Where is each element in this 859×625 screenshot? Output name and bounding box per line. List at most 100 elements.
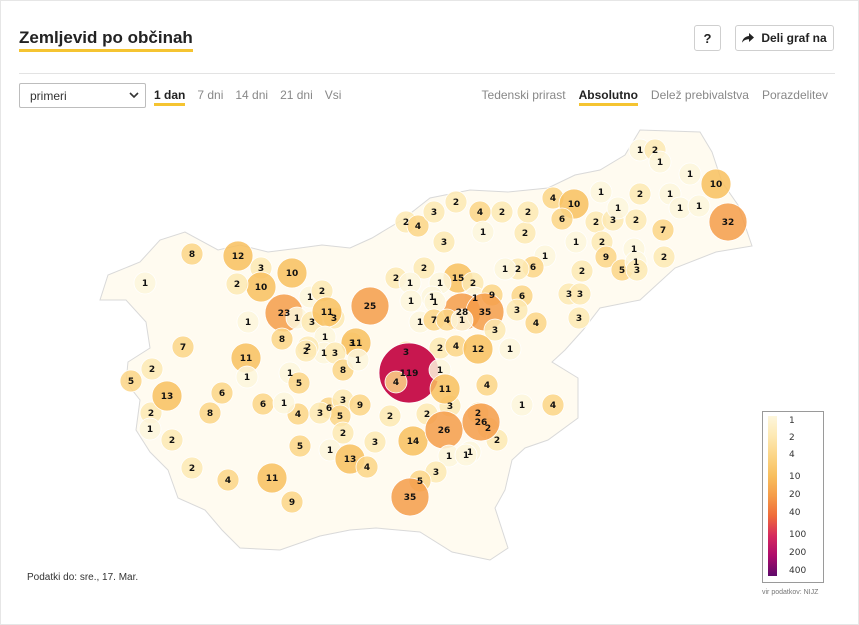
municipality-region[interactable]: [119, 369, 143, 393]
municipality-region[interactable]: [594, 245, 618, 269]
municipality-region[interactable]: [180, 456, 204, 480]
municipality-region[interactable]: [348, 393, 372, 417]
municipality-region[interactable]: [363, 430, 387, 454]
municipality-region[interactable]: [151, 380, 183, 412]
municipality-region[interactable]: [270, 327, 294, 351]
municipality-region[interactable]: [287, 371, 311, 395]
municipality-value-label: 9: [489, 291, 495, 301]
tab-1-dan[interactable]: 1 dan: [154, 88, 186, 106]
municipality-region[interactable]: [355, 455, 379, 479]
tab-delez-prebivalstva[interactable]: Delež prebivalstva: [650, 88, 749, 102]
municipality-region[interactable]: [222, 240, 254, 272]
municipality-region[interactable]: [625, 258, 649, 282]
municipality-region[interactable]: [708, 202, 748, 242]
municipality-region[interactable]: [256, 462, 288, 494]
municipality-region[interactable]: [564, 230, 588, 254]
municipality-region[interactable]: [225, 272, 249, 296]
municipality-region[interactable]: [138, 417, 162, 441]
municipality-region[interactable]: [429, 373, 461, 405]
municipality-region[interactable]: [390, 477, 430, 517]
municipality-region[interactable]: [700, 168, 732, 200]
municipality-region[interactable]: [461, 402, 501, 442]
municipality-region[interactable]: [406, 214, 430, 238]
tab-7-dni[interactable]: 7 dni: [197, 88, 224, 102]
municipality-region[interactable]: [210, 381, 234, 405]
municipality-region[interactable]: [171, 335, 195, 359]
municipality-region[interactable]: [216, 468, 240, 492]
municipality-region[interactable]: [399, 289, 423, 313]
municipality-region[interactable]: [651, 218, 675, 242]
municipality-region[interactable]: [331, 421, 355, 445]
municipality-region[interactable]: [350, 286, 390, 326]
municipality-value-label: 4: [550, 401, 556, 411]
municipality-region[interactable]: [294, 339, 318, 363]
municipality-region[interactable]: [568, 282, 592, 306]
tab-porazdelitev[interactable]: Porazdelitev: [761, 88, 828, 102]
municipality-region[interactable]: [276, 257, 308, 289]
municipality-region[interactable]: [628, 182, 652, 206]
municipality-region[interactable]: [516, 200, 540, 224]
municipality-region[interactable]: [308, 401, 332, 425]
municipality-value-label: 5: [619, 266, 625, 276]
municipality-region[interactable]: [422, 200, 446, 224]
municipality-region[interactable]: [498, 337, 522, 361]
municipality-region[interactable]: [510, 393, 534, 417]
municipality-region[interactable]: [378, 404, 402, 428]
municipality-region[interactable]: [280, 490, 304, 514]
share-button[interactable]: Deli graf na: [735, 25, 834, 51]
municipality-region[interactable]: [483, 318, 507, 342]
tab-21-dni[interactable]: 21 dni: [280, 88, 313, 102]
municipality-value-label: 2: [637, 190, 643, 200]
municipality-region[interactable]: [505, 298, 529, 322]
tab-vsi[interactable]: Vsi: [324, 88, 342, 102]
municipality-region[interactable]: [412, 256, 436, 280]
municipality-region[interactable]: [652, 245, 676, 269]
municipality-region[interactable]: [462, 333, 494, 365]
municipality-region[interactable]: [541, 393, 565, 417]
municipality-region[interactable]: [475, 373, 499, 397]
municipality-region[interactable]: [133, 271, 157, 295]
municipality-region[interactable]: [493, 257, 517, 281]
metric-select[interactable]: primeri: [19, 83, 146, 108]
legend-tick-label: 100: [789, 530, 806, 540]
municipality-region[interactable]: [678, 162, 702, 186]
municipality-region[interactable]: [490, 200, 514, 224]
municipality-region[interactable]: [550, 207, 574, 231]
municipality-region[interactable]: [570, 259, 594, 283]
municipality-region[interactable]: [140, 357, 164, 381]
municipality-region[interactable]: [606, 196, 630, 220]
municipality-region[interactable]: [471, 220, 495, 244]
municipality-region[interactable]: [524, 311, 548, 335]
municipality-region[interactable]: [198, 401, 222, 425]
municipality-region[interactable]: [346, 348, 370, 372]
municipality-region[interactable]: [180, 242, 204, 266]
tab-14-dni[interactable]: 14 dni: [235, 88, 269, 102]
tab-absolutno[interactable]: Absolutno: [578, 88, 638, 106]
municipality-region[interactable]: [160, 428, 184, 452]
municipality-value-label: 1: [281, 399, 287, 409]
municipality-value-label: 5: [128, 377, 134, 387]
municipality-region[interactable]: [624, 208, 648, 232]
tab-tedenski-prirast[interactable]: Tedenski prirast: [481, 88, 566, 102]
municipality-value-label: 8: [340, 366, 346, 376]
municipality-region[interactable]: [432, 230, 456, 254]
municipality-value-label: 2: [393, 274, 399, 284]
municipality-region[interactable]: [272, 391, 296, 415]
municipality-region[interactable]: [648, 150, 672, 174]
municipality-region[interactable]: [454, 443, 478, 467]
municipality-region[interactable]: [589, 180, 613, 204]
municipality-region[interactable]: [444, 190, 468, 214]
municipality-value-label: 1: [696, 202, 702, 212]
municipality-region[interactable]: [236, 310, 260, 334]
municipality-region[interactable]: [384, 370, 408, 394]
municipality-region[interactable]: [235, 365, 259, 389]
municipality-region[interactable]: [397, 425, 429, 457]
municipality-region[interactable]: [450, 308, 474, 332]
municipality-value-label: 2: [470, 279, 476, 289]
municipality-region[interactable]: [567, 306, 591, 330]
municipality-region[interactable]: [687, 194, 711, 218]
municipality-region[interactable]: [288, 434, 312, 458]
help-button[interactable]: ?: [694, 25, 721, 51]
municipality-map[interactable]: 1 2 1 1 10 1 2 1 4 10 32 6 2 3 2 1 1 1 7 2 2 4 3 2 4 2 1 2 3 2 1 1 9 5 1 3 2…: [95, 125, 765, 565]
